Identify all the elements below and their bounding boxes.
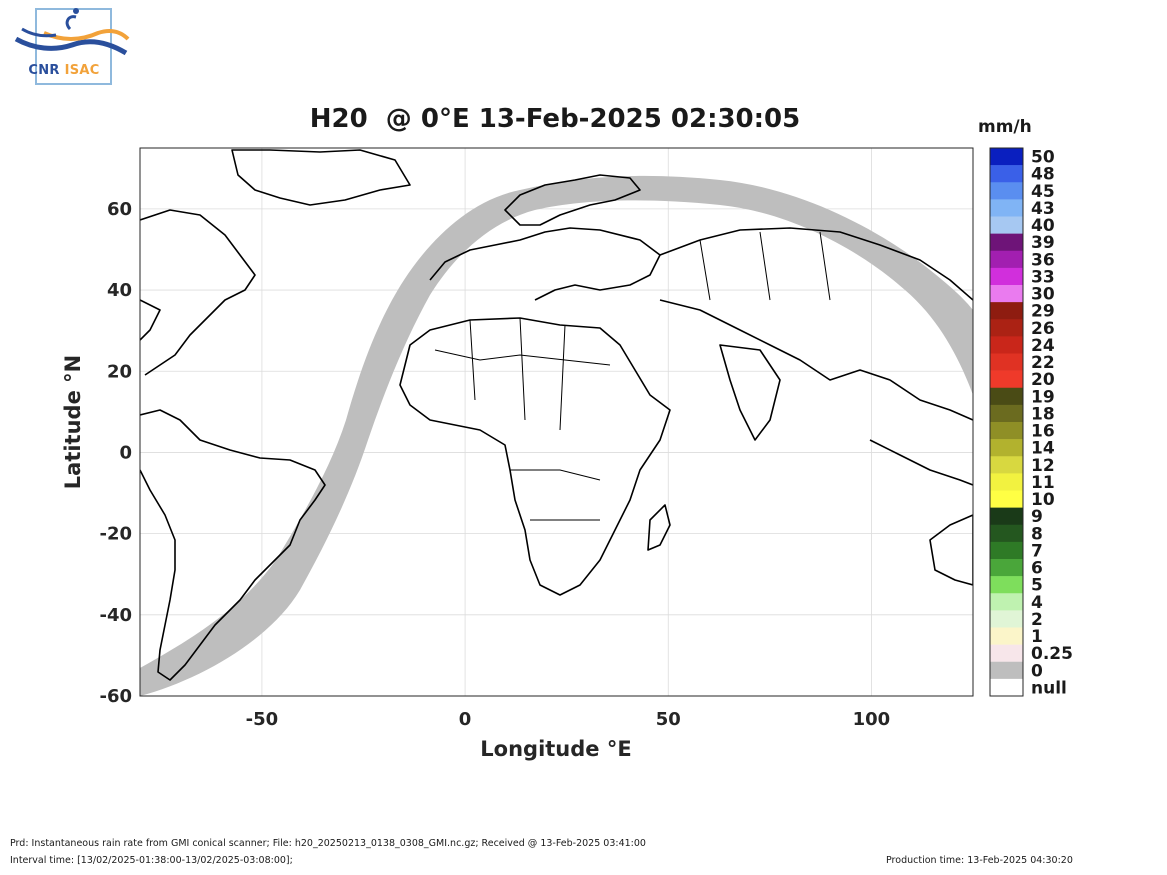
colorbar-swatch (990, 610, 1023, 628)
x-tick-labels: -50 0 50 100 (246, 709, 891, 730)
map-axes-frame (139, 147, 974, 697)
footer-product-info: Prd: Instantaneous rain rate from GMI co… (10, 838, 646, 849)
colorbar-label: 45 (1031, 182, 1055, 202)
colorbar-swatch (990, 439, 1023, 457)
colorbar-frame (989, 147, 1024, 697)
colorbar-swatch (990, 422, 1023, 440)
colorbar-label: 19 (1031, 387, 1055, 407)
colorbar-label: 7 (1031, 541, 1043, 561)
colorbar-label: 0 (1031, 661, 1043, 681)
y-tick-labels: -60 -40 -20 0 20 40 60 (99, 199, 132, 707)
coastlines (140, 149, 973, 681)
footer-production-time: Production time: 13-Feb-2025 04:30:20 (886, 855, 1073, 866)
colorbar-swatch (990, 319, 1023, 337)
colorbar-label: 39 (1031, 233, 1055, 253)
y-tick-label: -20 (99, 524, 132, 545)
colorbar-swatch (990, 233, 1023, 252)
colorbar-swatch (990, 559, 1023, 577)
y-tick-label: -40 (99, 605, 132, 626)
colorbar-swatch (990, 370, 1023, 389)
colorbar-label: 24 (1031, 336, 1055, 356)
y-tick-label: 60 (107, 199, 132, 220)
colorbar-swatch (990, 285, 1023, 303)
colorbar-label: 2 (1031, 610, 1043, 630)
colorbar-label: 12 (1031, 456, 1055, 476)
colorbar-label: 10 (1031, 490, 1055, 510)
colorbar-swatch (990, 661, 1023, 680)
colorbar-label: 5 (1031, 576, 1043, 596)
x-axis-label: Longitude °E (480, 737, 631, 761)
colorbar-swatch (990, 267, 1023, 286)
map-title: H20 @ 0°E 13-Feb-2025 02:30:05 (309, 104, 801, 134)
colorbar-label: 30 (1031, 285, 1055, 305)
colorbar-label: 29 (1031, 302, 1055, 322)
logo-text: CNR ISAC (28, 63, 100, 78)
colorbar-swatch (990, 165, 1023, 183)
logo-wave-icon (14, 8, 130, 56)
colorbar-label: 26 (1031, 319, 1055, 339)
colorbar-label: 9 (1031, 507, 1043, 527)
colorbar-swatch (990, 541, 1023, 560)
colorbar-swatch (990, 302, 1023, 320)
colorbar-label: 0.25 (1031, 644, 1073, 664)
x-tick-label: 100 (853, 709, 891, 730)
x-tick-label: -50 (246, 709, 279, 730)
x-tick-label: 0 (459, 709, 472, 730)
colorbar-swatch (990, 336, 1023, 354)
country-borders (434, 231, 831, 521)
colorbar-label: 36 (1031, 250, 1055, 270)
y-tick-label: 20 (107, 361, 132, 382)
colorbar-swatch (990, 473, 1023, 491)
colorbar-swatch (990, 404, 1023, 423)
footer-interval: Interval time: [13/02/2025-01:38:00-13/0… (10, 855, 293, 866)
colorbar-swatch (990, 627, 1023, 645)
colorbar-swatch (990, 644, 1023, 663)
colorbar-swatch (990, 148, 1023, 166)
satellite-swath (140, 175, 973, 696)
colorbar-swatch (990, 387, 1023, 406)
y-tick-label: 40 (107, 280, 132, 301)
colorbar-swatch (990, 353, 1023, 371)
colorbar-label: 16 (1031, 422, 1055, 442)
colorbar-label: 6 (1031, 559, 1043, 579)
colorbar-swatch (990, 216, 1023, 234)
colorbar-label: 1 (1031, 627, 1043, 647)
colorbar-label: 33 (1031, 267, 1055, 287)
colorbar-swatch (990, 182, 1023, 200)
colorbar-label: 48 (1031, 165, 1055, 185)
colorbar-swatch (990, 678, 1023, 697)
colorbar-label: 11 (1031, 473, 1055, 493)
colorbar: 5048454340393633302926242220191816141211… (989, 147, 1073, 698)
colorbar-swatch (990, 524, 1023, 543)
y-axis-label: Latitude °N (61, 355, 85, 489)
colorbar-swatch (990, 490, 1023, 508)
colorbar-swatch (990, 593, 1023, 611)
colorbar-units: mm/h (978, 117, 1032, 137)
y-tick-label: -60 (99, 686, 132, 707)
colorbar-label: 20 (1031, 370, 1055, 390)
colorbar-label: 8 (1031, 524, 1043, 544)
colorbar-swatch (990, 576, 1023, 594)
colorbar-label: 22 (1031, 353, 1055, 373)
colorbar-label: 4 (1031, 593, 1043, 613)
colorbar-swatch (990, 250, 1023, 269)
colorbar-swatch (990, 456, 1023, 474)
y-tick-label: 0 (119, 442, 132, 463)
colorbar-swatch (990, 199, 1023, 217)
colorbar-label: null (1031, 678, 1067, 698)
colorbar-label: 14 (1031, 439, 1055, 459)
x-tick-label: 50 (656, 709, 681, 730)
colorbar-label: 40 (1031, 216, 1055, 236)
colorbar-label: 50 (1031, 148, 1055, 168)
cnr-isac-logo: CNR ISAC (14, 5, 130, 87)
colorbar-label: 18 (1031, 404, 1055, 424)
colorbar-label: 43 (1031, 199, 1055, 219)
colorbar-swatch (990, 507, 1023, 526)
